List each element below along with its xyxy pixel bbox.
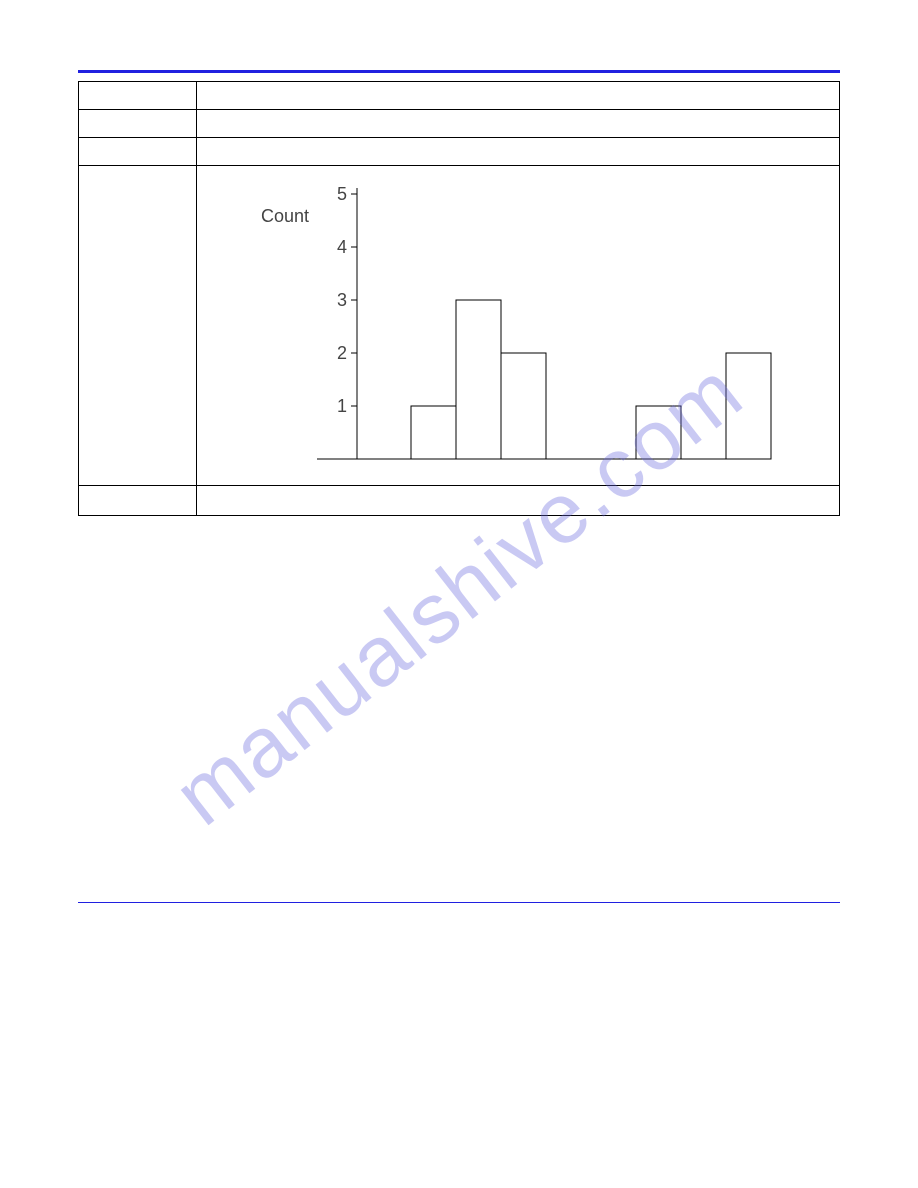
table-row <box>79 138 840 166</box>
top-rule <box>78 70 840 73</box>
page-container: Count 1 2 3 4 5 <box>0 0 918 516</box>
table-cell <box>197 82 840 110</box>
content-table: Count 1 2 3 4 5 <box>78 81 840 516</box>
table-cell <box>197 138 840 166</box>
table-row <box>79 486 840 516</box>
footer-rule <box>78 902 840 903</box>
table-cell <box>79 110 197 138</box>
svg-text:2: 2 <box>337 343 347 363</box>
chart-cell: Count 1 2 3 4 5 <box>197 166 840 486</box>
table-cell <box>197 486 840 516</box>
table-cell <box>79 486 197 516</box>
table-cell <box>79 166 197 486</box>
table-row <box>79 110 840 138</box>
svg-text:5: 5 <box>337 184 347 204</box>
svg-text:Count: Count <box>261 206 309 226</box>
table-cell <box>79 82 197 110</box>
table-row: Count 1 2 3 4 5 <box>79 166 840 486</box>
table-cell <box>79 138 197 166</box>
bar-chart: Count 1 2 3 4 5 <box>217 184 777 474</box>
svg-text:4: 4 <box>337 237 347 257</box>
svg-text:3: 3 <box>337 290 347 310</box>
table-row <box>79 82 840 110</box>
svg-text:1: 1 <box>337 396 347 416</box>
table-cell <box>197 110 840 138</box>
